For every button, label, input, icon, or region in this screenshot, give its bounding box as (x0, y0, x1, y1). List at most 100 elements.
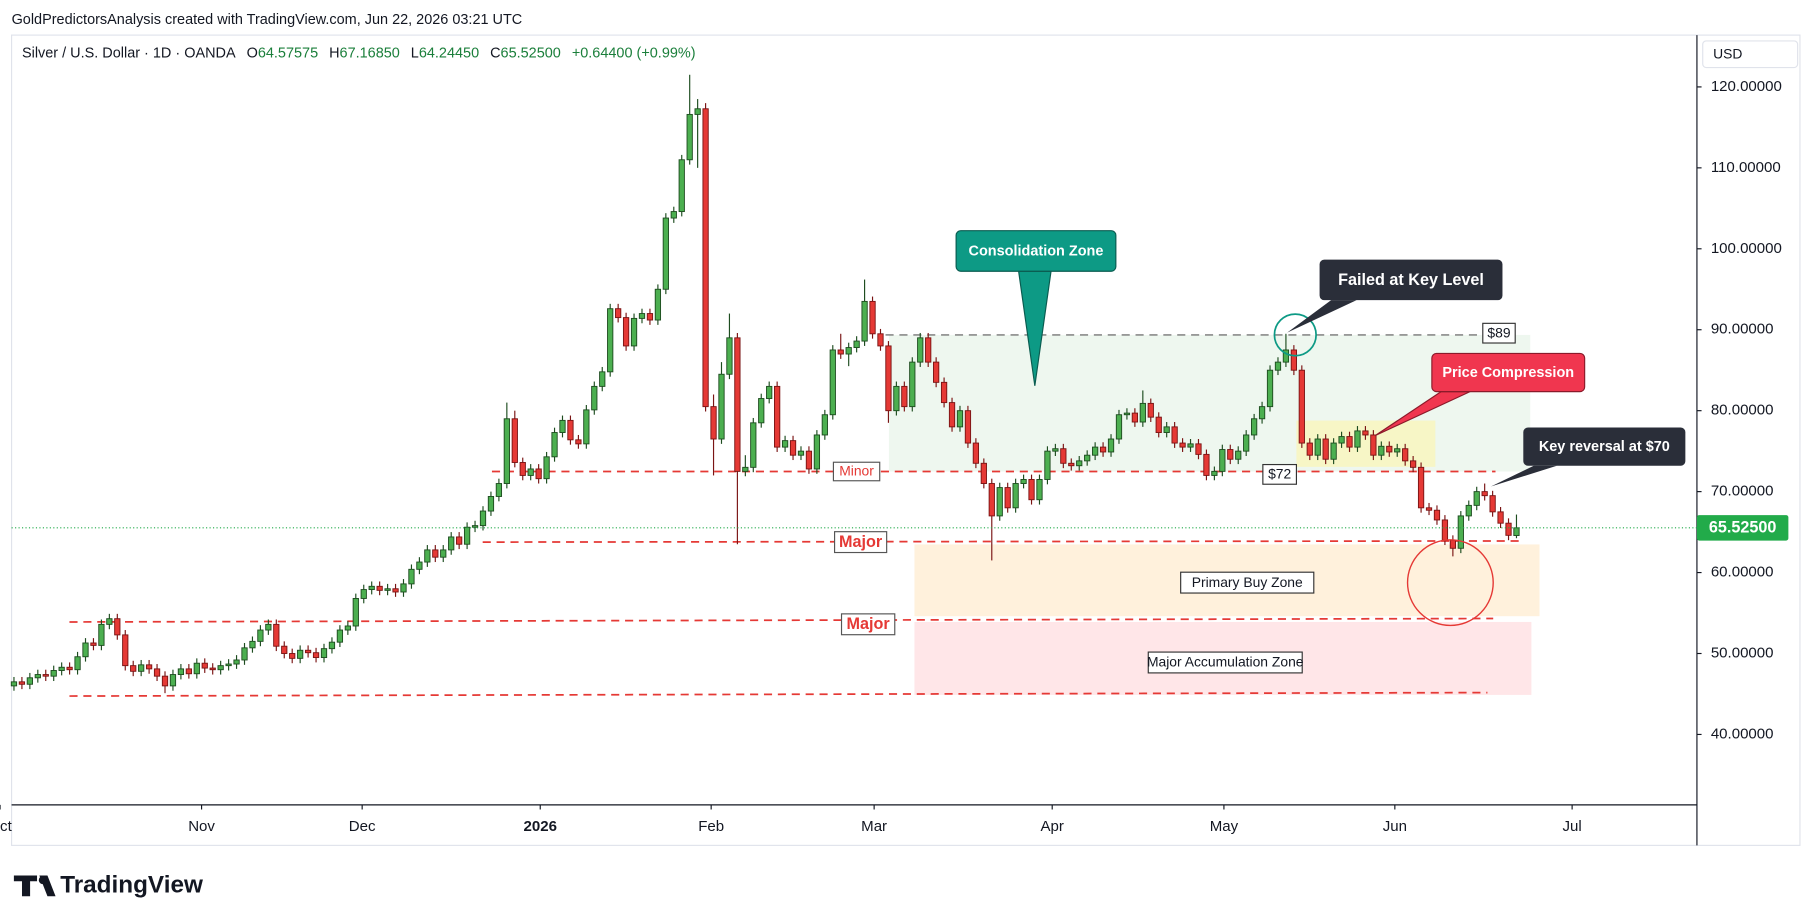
ohlc-value: 64.24450 (419, 45, 479, 61)
candle-body (694, 108, 701, 115)
candle-body (265, 623, 272, 631)
candle-body (130, 665, 137, 672)
candle-body (766, 385, 773, 400)
candle-body (1163, 426, 1170, 433)
candle-body (177, 668, 185, 676)
x-tick-label: Nov (188, 818, 215, 835)
candle-body (193, 662, 200, 675)
candle-body (1449, 539, 1456, 549)
candle-body (1322, 438, 1329, 460)
candle-body (1219, 449, 1226, 472)
candle-body (456, 536, 463, 545)
y-tick-label: 50.00000 (1711, 644, 1774, 661)
candle-body (877, 333, 884, 347)
tag-box (1262, 463, 1298, 485)
candle-body (1251, 418, 1258, 436)
candle-body (185, 668, 192, 675)
candle-body (1441, 519, 1449, 541)
currency-box[interactable] (1702, 40, 1799, 69)
level-line (482, 540, 1523, 543)
candle-body (575, 439, 582, 445)
candle-body (861, 300, 868, 342)
level-line (69, 617, 1494, 623)
candle-body (559, 419, 566, 433)
last-price-label: 65.52500 (1709, 519, 1777, 537)
frame (10, 34, 1801, 846)
ohlc-key: H (329, 45, 339, 61)
ohlc-key: O (247, 45, 258, 61)
candle-body (201, 662, 208, 669)
y-tick-label: 120.00000 (1711, 78, 1782, 95)
change: +0.64400 (+0.99%) (572, 45, 696, 61)
candle-body (432, 549, 439, 558)
candle-body (996, 487, 1003, 517)
candle-body (1107, 438, 1115, 453)
candle-body (591, 385, 598, 411)
candle-body (1211, 470, 1218, 476)
candle-body (527, 468, 534, 476)
candle-body (1513, 527, 1520, 536)
candle-body (972, 442, 980, 464)
candle-body (630, 317, 638, 347)
major-label: Major (839, 533, 883, 551)
candle-body (638, 313, 646, 319)
candle-body (1497, 511, 1504, 524)
candle-body (1290, 349, 1298, 371)
candle-body (1489, 495, 1496, 513)
candle-body (153, 668, 161, 677)
candle-body (1282, 349, 1290, 363)
tag-box (840, 613, 896, 636)
candle-body (535, 468, 542, 480)
candle-body (1274, 361, 1282, 371)
candle-body (1052, 448, 1059, 452)
candle-body (66, 666, 73, 671)
candle-body (1012, 483, 1019, 509)
candle-body (1036, 479, 1043, 501)
brand: TradingView (60, 871, 203, 898)
candle-body (1020, 479, 1027, 484)
x-tick-label: Jul (1563, 818, 1582, 835)
candle-body (448, 536, 455, 551)
candle-body (114, 618, 121, 636)
candle-body (1147, 402, 1154, 418)
x-tick-label: Mar (861, 818, 887, 835)
candle-body (734, 337, 741, 472)
candle-body (813, 434, 821, 470)
candle-body (829, 349, 836, 416)
ohlc-key: L (411, 45, 419, 61)
level-89-label: $89 (1487, 324, 1510, 340)
candle-body (758, 398, 765, 424)
ohlc-key: C (490, 45, 500, 61)
candle-body (503, 418, 510, 484)
y-tick-label: 60.00000 (1711, 564, 1774, 581)
candle-body (106, 618, 113, 625)
tag-box (833, 531, 888, 554)
y-tick-label: 110.00000 (1711, 159, 1781, 176)
candle-body (26, 677, 33, 685)
candle-body (1473, 491, 1480, 506)
candle-body (352, 597, 359, 627)
candle-body (654, 288, 662, 321)
candle-body (281, 645, 288, 654)
candle-body (686, 113, 693, 161)
candle-body (90, 642, 97, 646)
candle-body (702, 108, 709, 408)
candle-body (742, 466, 749, 472)
candle-body (1076, 460, 1083, 467)
candle-body (1433, 509, 1441, 521)
candle-body (1314, 438, 1321, 456)
compression-label: Price Compression (1442, 365, 1574, 381)
symbol: Silver / U.S. Dollar · 1D · OANDA (22, 45, 236, 61)
candle-body (845, 347, 852, 355)
candle-body (1227, 449, 1234, 460)
candle-body (1092, 446, 1099, 456)
candle-body (1394, 448, 1401, 453)
candle-body (257, 629, 264, 642)
candle-body (607, 308, 614, 373)
x-tick-label: Apr (1041, 818, 1064, 835)
candle-body (1258, 406, 1266, 420)
major-label: Major (847, 615, 891, 633)
candle-body (233, 659, 240, 665)
candle-body (98, 623, 105, 646)
